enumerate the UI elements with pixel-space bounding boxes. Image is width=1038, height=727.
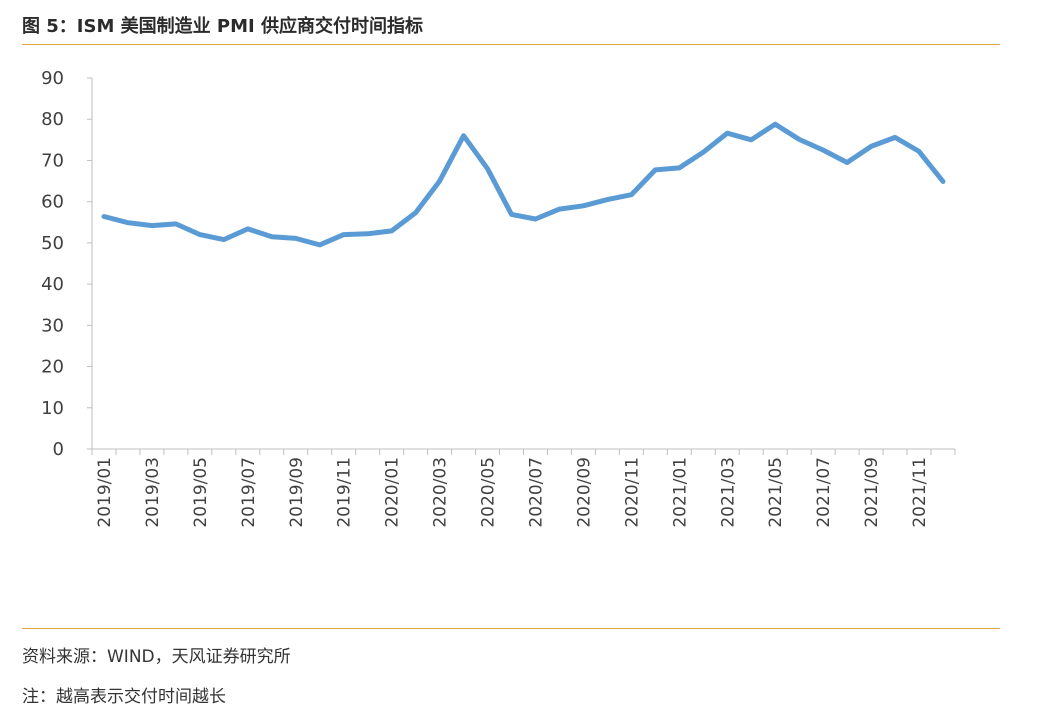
x-tick-label: 2021/09: [862, 457, 882, 528]
annotation-note: 注：越高表示交付时间越长: [22, 687, 226, 707]
y-tick-label: 90: [41, 68, 64, 89]
y-tick-label: 10: [41, 398, 64, 419]
x-tick-label: 2020/03: [431, 457, 451, 528]
x-tick-label: 2021/07: [814, 457, 834, 528]
y-tick-label: 70: [41, 150, 64, 171]
y-tick-label: 60: [41, 192, 64, 213]
y-tick-label: 40: [41, 274, 64, 295]
footer-divider: [22, 628, 1000, 629]
x-tick-label: 2019/03: [143, 457, 163, 528]
y-tick-label: 20: [41, 357, 64, 378]
x-tick-label: 2019/05: [191, 457, 211, 528]
series-line: [101, 121, 946, 248]
x-tick-label: 2021/01: [670, 457, 690, 528]
x-tick-label: 2020/11: [622, 457, 642, 528]
figure-title: 图 5：ISM 美国制造业 PMI 供应商交付时间指标: [22, 16, 423, 37]
y-tick-label: 0: [53, 439, 64, 460]
x-tick-label: 2021/05: [766, 457, 786, 528]
title-divider: [22, 44, 1000, 45]
x-tick-label: 2020/01: [383, 457, 403, 528]
line-chart: 0 10 20 30 40 50 60 70 80 90 2019/01 2019/03 2019/05…: [0, 50, 1038, 620]
y-tick-label: 30: [41, 315, 64, 336]
source-note: 资料来源：WIND，天风证券研究所: [22, 647, 291, 667]
x-tick-label: 2020/09: [574, 457, 594, 528]
x-tick-label: 2021/11: [910, 457, 930, 528]
x-tick-label: 2019/09: [287, 457, 307, 528]
y-tick-label: 50: [41, 233, 64, 254]
chart-svg: 0 10 20 30 40 50 60 70 80 90 2019/01 2019/03 2019/05…: [41, 68, 956, 528]
x-tick-label: 2019/07: [239, 457, 259, 528]
x-tick-label: 2020/05: [479, 457, 499, 528]
x-tick-label: 2020/07: [526, 457, 546, 528]
x-tick-label: 2021/03: [718, 457, 738, 528]
y-tick-label: 80: [41, 109, 64, 130]
x-tick-label: 2019/11: [335, 457, 355, 528]
x-tick-label: 2019/01: [95, 457, 115, 528]
